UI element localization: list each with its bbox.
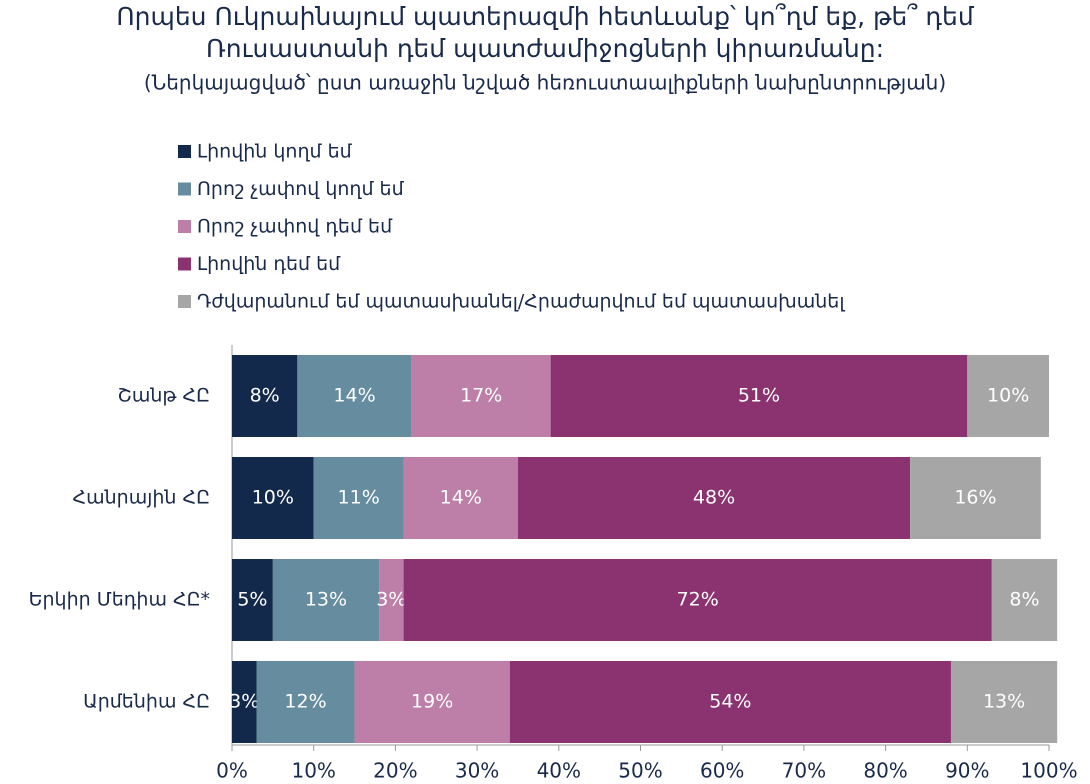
data-label: 14% (333, 385, 375, 407)
data-label: 13% (983, 691, 1025, 713)
category-label: Հանրային ՀԸ (73, 487, 211, 509)
bar-segment (550, 355, 968, 437)
data-label: 11% (338, 487, 380, 509)
bar-segment (403, 457, 518, 539)
bar-segment (232, 457, 314, 539)
legend-label: Դժվարանում եմ պատասխանել/Հրաժարվում եմ պ… (197, 291, 845, 313)
data-label: 8% (1009, 589, 1039, 611)
legend-swatch (178, 182, 191, 196)
bar-segment (509, 661, 951, 743)
x-tick-label: 80% (863, 759, 907, 783)
bar-segment (232, 559, 273, 641)
x-tick-label: 10% (291, 759, 335, 783)
x-tick-label: 40% (537, 759, 581, 783)
x-tick-label: 30% (455, 759, 499, 783)
chart-title: Ռուսաստանի դեմ պատժամիջոցների կիրառմանը: (206, 34, 884, 63)
legend-swatch (178, 145, 191, 158)
bar-segment (910, 457, 1041, 539)
bar-segment (379, 559, 404, 641)
data-label: 51% (738, 385, 780, 407)
bar-segment (991, 559, 1058, 641)
bar-segment (411, 355, 551, 437)
data-label: 72% (677, 589, 719, 611)
x-tick-label: 90% (945, 759, 989, 783)
legend-label: Լիովին դեմ եմ (197, 253, 341, 275)
x-tick-label: 100% (1020, 759, 1077, 783)
bar-segment (403, 559, 992, 641)
bar-segment (256, 661, 355, 743)
bar-segment (232, 661, 257, 743)
bar-segment (950, 661, 1058, 743)
bar-segment (517, 457, 911, 539)
x-tick-label: 20% (373, 759, 417, 783)
category-label: Շանթ ՀԸ (117, 385, 210, 407)
legend-label: Որոշ չափով դեմ եմ (197, 216, 393, 238)
chart-title: Որպես Ուկրաինայում պատերազմի հետևանք՝ կո… (116, 2, 974, 31)
data-label: 8% (250, 385, 280, 407)
legend-swatch (178, 220, 191, 233)
x-tick-label: 0% (216, 759, 248, 783)
data-label: 13% (305, 589, 347, 611)
legend-label: Լիովին կողմ եմ (197, 141, 353, 163)
x-tick-label: 50% (618, 759, 662, 783)
legend-swatch (178, 295, 191, 308)
data-label: 5% (237, 589, 267, 611)
data-label: 54% (709, 691, 751, 713)
data-label: 12% (284, 691, 326, 713)
bar-segment (272, 559, 380, 641)
bar-segment (967, 355, 1049, 437)
x-tick-label: 60% (700, 759, 744, 783)
chart-subtitle: (Ներկայացված՝ ըստ առաջին նշված հեռուստաա… (144, 71, 946, 95)
bar-segment (232, 355, 298, 437)
data-label: 19% (411, 691, 453, 713)
data-label: 3% (376, 589, 406, 611)
data-label: 16% (954, 487, 996, 509)
data-label: 14% (440, 487, 482, 509)
legend-swatch (178, 257, 191, 271)
bar-segment (354, 661, 510, 743)
data-label: 3% (229, 691, 259, 713)
category-label: Արմենիա ՀԸ (83, 691, 210, 713)
bar-segment (297, 355, 412, 437)
category-label: Երկիր Մեդիա ՀԸ* (29, 589, 210, 611)
data-label: 48% (693, 487, 735, 509)
legend-label: Որոշ չափով կողմ եմ (197, 178, 405, 200)
data-label: 10% (987, 385, 1029, 407)
data-label: 10% (252, 487, 294, 509)
bar-segment (313, 457, 404, 539)
data-label: 17% (460, 385, 502, 407)
x-tick-label: 70% (782, 759, 826, 783)
